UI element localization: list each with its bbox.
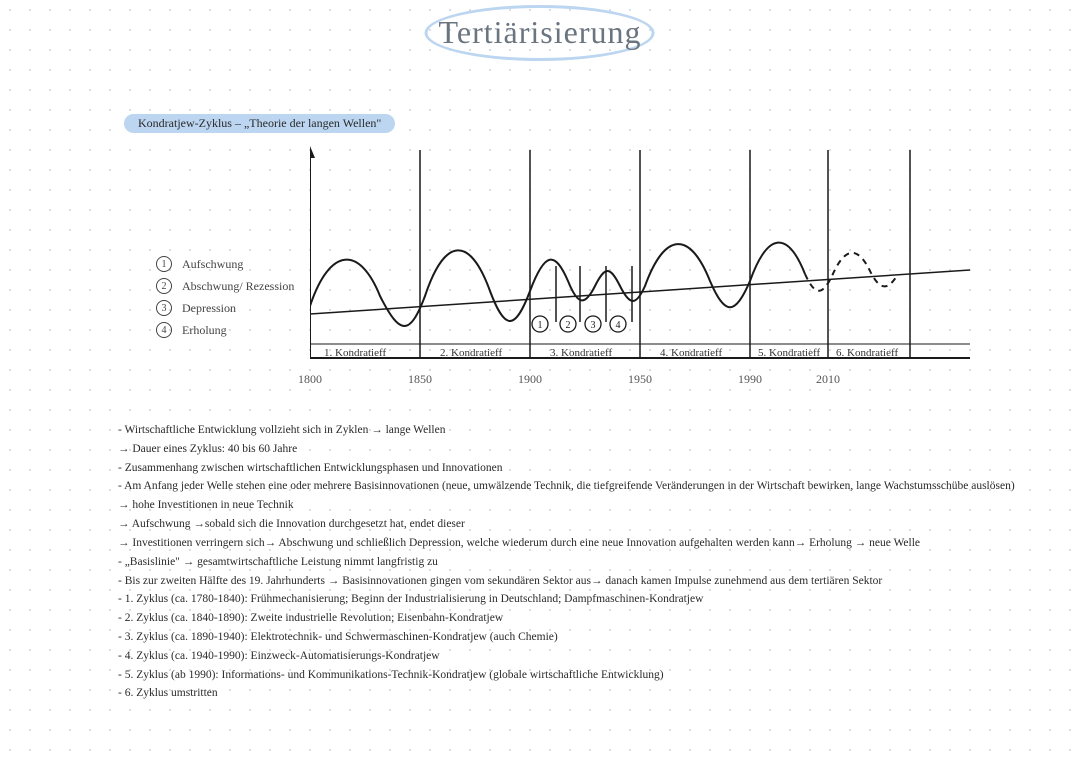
legend-number-circle: 1	[156, 256, 172, 272]
legend-label: Depression	[182, 301, 236, 316]
year-label: 1800	[298, 372, 322, 387]
note-line: - 6. Zyklus umstritten	[118, 685, 1050, 703]
note-line: → Investitionen verringern sich→ Abschwu…	[118, 535, 1050, 553]
note-line: - Zusammenhang zwischen wirtschaftlichen…	[118, 460, 1050, 478]
legend-item: 2 Abschwung/ Rezession	[156, 278, 294, 294]
note-line: - 2. Zyklus (ca. 1840-1890): Zweite indu…	[118, 610, 1050, 628]
note-line: - 3. Zyklus (ca. 1890-1940): Elektrotech…	[118, 629, 1050, 647]
svg-text:3: 3	[591, 320, 596, 331]
note-line: → Dauer eines Zyklus: 40 bis 60 Jahre	[118, 441, 1050, 459]
page-title: Tertiärisierung	[419, 8, 662, 57]
svg-text:1: 1	[538, 320, 543, 331]
chart-legend: 1 Aufschwung 2 Abschwung/ Rezession 3 De…	[156, 256, 294, 344]
page-title-container: Tertiärisierung	[419, 8, 662, 57]
cycle-label-strip	[310, 346, 970, 368]
legend-item: 1 Aufschwung	[156, 256, 294, 272]
note-line: - 5. Zyklus (ab 1990): Informations- und…	[118, 667, 1050, 685]
note-line: - „Basislinie" → gesamtwirtschaftliche L…	[118, 554, 1050, 572]
legend-label: Aufschwung	[182, 257, 243, 272]
svg-text:2: 2	[566, 320, 571, 331]
legend-number-circle: 2	[156, 278, 172, 294]
legend-number-circle: 4	[156, 322, 172, 338]
year-label: 1950	[628, 372, 652, 387]
svg-text:4: 4	[616, 320, 621, 331]
note-line: → hohe Investitionen in neue Technik	[118, 497, 1050, 515]
legend-number-circle: 3	[156, 300, 172, 316]
legend-label: Erholung	[182, 323, 227, 338]
chart-svg: 12341. Kondratieff2. Kondratieff3. Kondr…	[310, 146, 970, 376]
note-line: - Bis zur zweiten Hälfte des 19. Jahrhun…	[118, 573, 1050, 591]
legend-label: Abschwung/ Rezession	[182, 279, 294, 294]
year-label: 2010	[816, 372, 840, 387]
year-label: 1850	[408, 372, 432, 387]
legend-item: 3 Depression	[156, 300, 294, 316]
note-line: - 4. Zyklus (ca. 1940-1990): Einzweck-Au…	[118, 648, 1050, 666]
section-heading: Kondratjew-Zyklus – „Theorie der langen …	[124, 114, 395, 133]
note-line: - 1. Zyklus (ca. 1780-1840): Frühmechani…	[118, 591, 1050, 609]
note-line: - Wirtschaftliche Entwicklung vollzieht …	[118, 422, 1050, 440]
legend-item: 4 Erholung	[156, 322, 294, 338]
year-label: 1990	[738, 372, 762, 387]
note-line: → Aufschwung →sobald sich die Innovation…	[118, 516, 1050, 534]
year-label: 1900	[518, 372, 542, 387]
kondratieff-chart: 12341. Kondratieff2. Kondratieff3. Kondr…	[310, 146, 970, 376]
notes-list: - Wirtschaftliche Entwicklung vollzieht …	[118, 422, 1050, 704]
note-line: - Am Anfang jeder Welle stehen eine oder…	[118, 478, 1050, 496]
